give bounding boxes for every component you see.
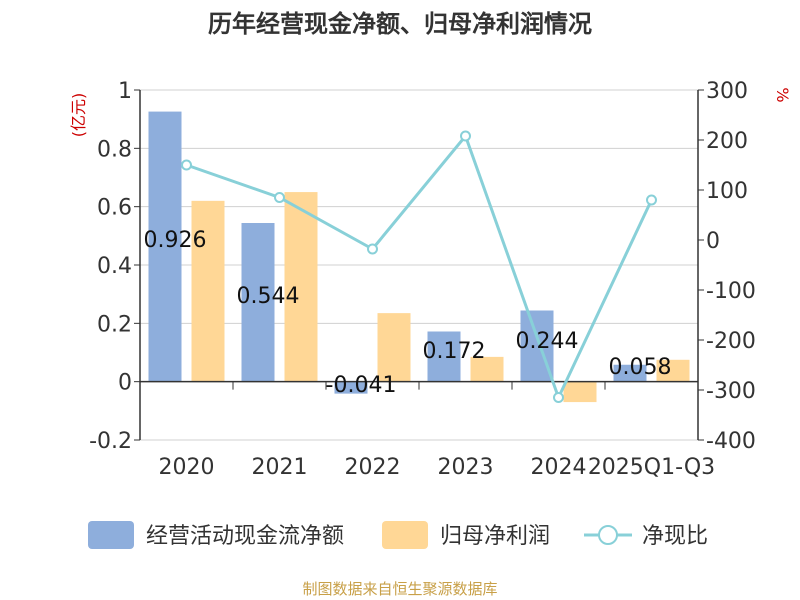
x-tick-label: 2024 <box>531 455 587 480</box>
x-tick-label: 2020 <box>159 455 215 480</box>
right-tick-label: 0 <box>706 229 720 254</box>
left-axis-unit: (亿元) <box>69 93 88 138</box>
x-tick-label: 2022 <box>345 455 401 480</box>
ratio-point <box>181 159 192 171</box>
x-tick-label: 2025Q1-Q3 <box>588 455 715 480</box>
left-tick-label: 0.8 <box>97 137 132 162</box>
bar <box>656 359 690 382</box>
right-tick-label: -100 <box>706 279 756 304</box>
legend-label: 经营活动现金流净额 <box>146 524 344 549</box>
axes: 2020 2021 2022 2023 2024 2025Q1-Q3 <box>139 90 715 480</box>
grid: 1 0.8 0.6 0.4 0.2 0 -0.2 300 200 100 0 -100 -200 -300… <box>89 79 756 454</box>
ratio-point <box>553 392 564 403</box>
x-tick-label: 2021 <box>252 455 308 480</box>
ratio-point <box>367 243 378 255</box>
right-tick-label: 100 <box>706 179 748 204</box>
bar <box>148 111 182 382</box>
right-tick-label: 300 <box>706 79 748 104</box>
data-label: -0.041 <box>326 373 397 398</box>
bars <box>148 111 690 403</box>
bar <box>613 364 647 382</box>
right-tick-label: -400 <box>706 429 756 454</box>
left-tick-label: 0.4 <box>97 254 132 279</box>
right-tick-label: -300 <box>706 379 756 404</box>
left-tick-label: 1 <box>118 79 132 104</box>
data-label: 0.544 <box>237 284 300 309</box>
legend-marker <box>598 525 618 545</box>
chart-title: 历年经营现金净额、归母净利润情况 <box>208 10 592 38</box>
bar <box>427 331 461 382</box>
data-label: 0.172 <box>423 339 486 364</box>
left-tick-label: 0 <box>118 371 132 396</box>
bar <box>334 381 368 394</box>
bar <box>284 192 318 382</box>
bar <box>241 223 275 382</box>
ratio-line <box>181 130 657 403</box>
data-labels: 0.926 0.544 -0.041 0.172 0.244 0.058 <box>144 228 672 398</box>
bar <box>377 313 411 382</box>
legend-label: 净现比 <box>642 524 708 549</box>
ratio-point <box>274 192 285 203</box>
bar <box>563 381 597 403</box>
ratio-point <box>646 194 657 206</box>
ratio-point <box>460 130 471 142</box>
right-tick-label: -200 <box>706 329 756 354</box>
data-label: 0.926 <box>144 228 207 253</box>
bar <box>470 356 504 382</box>
data-label: 0.058 <box>609 355 672 380</box>
x-tick-label: 2023 <box>438 455 494 480</box>
left-tick-label: 0.6 <box>97 196 132 221</box>
right-axis-unit: % <box>773 87 792 102</box>
left-tick-label: -0.2 <box>89 429 132 454</box>
legend: 经营活动现金流净额 归母净利润 净现比 <box>88 521 708 549</box>
bar <box>191 200 225 382</box>
legend-swatch <box>382 521 428 549</box>
legend-swatch <box>88 521 134 549</box>
data-label: 0.244 <box>516 329 579 354</box>
ratio-line-path <box>186 133 653 402</box>
source-note: 制图数据来自恒生聚源数据库 <box>302 580 497 598</box>
right-tick-label: 200 <box>706 129 748 154</box>
left-tick-label: 0.2 <box>97 312 132 337</box>
legend-label: 归母净利润 <box>440 524 550 549</box>
